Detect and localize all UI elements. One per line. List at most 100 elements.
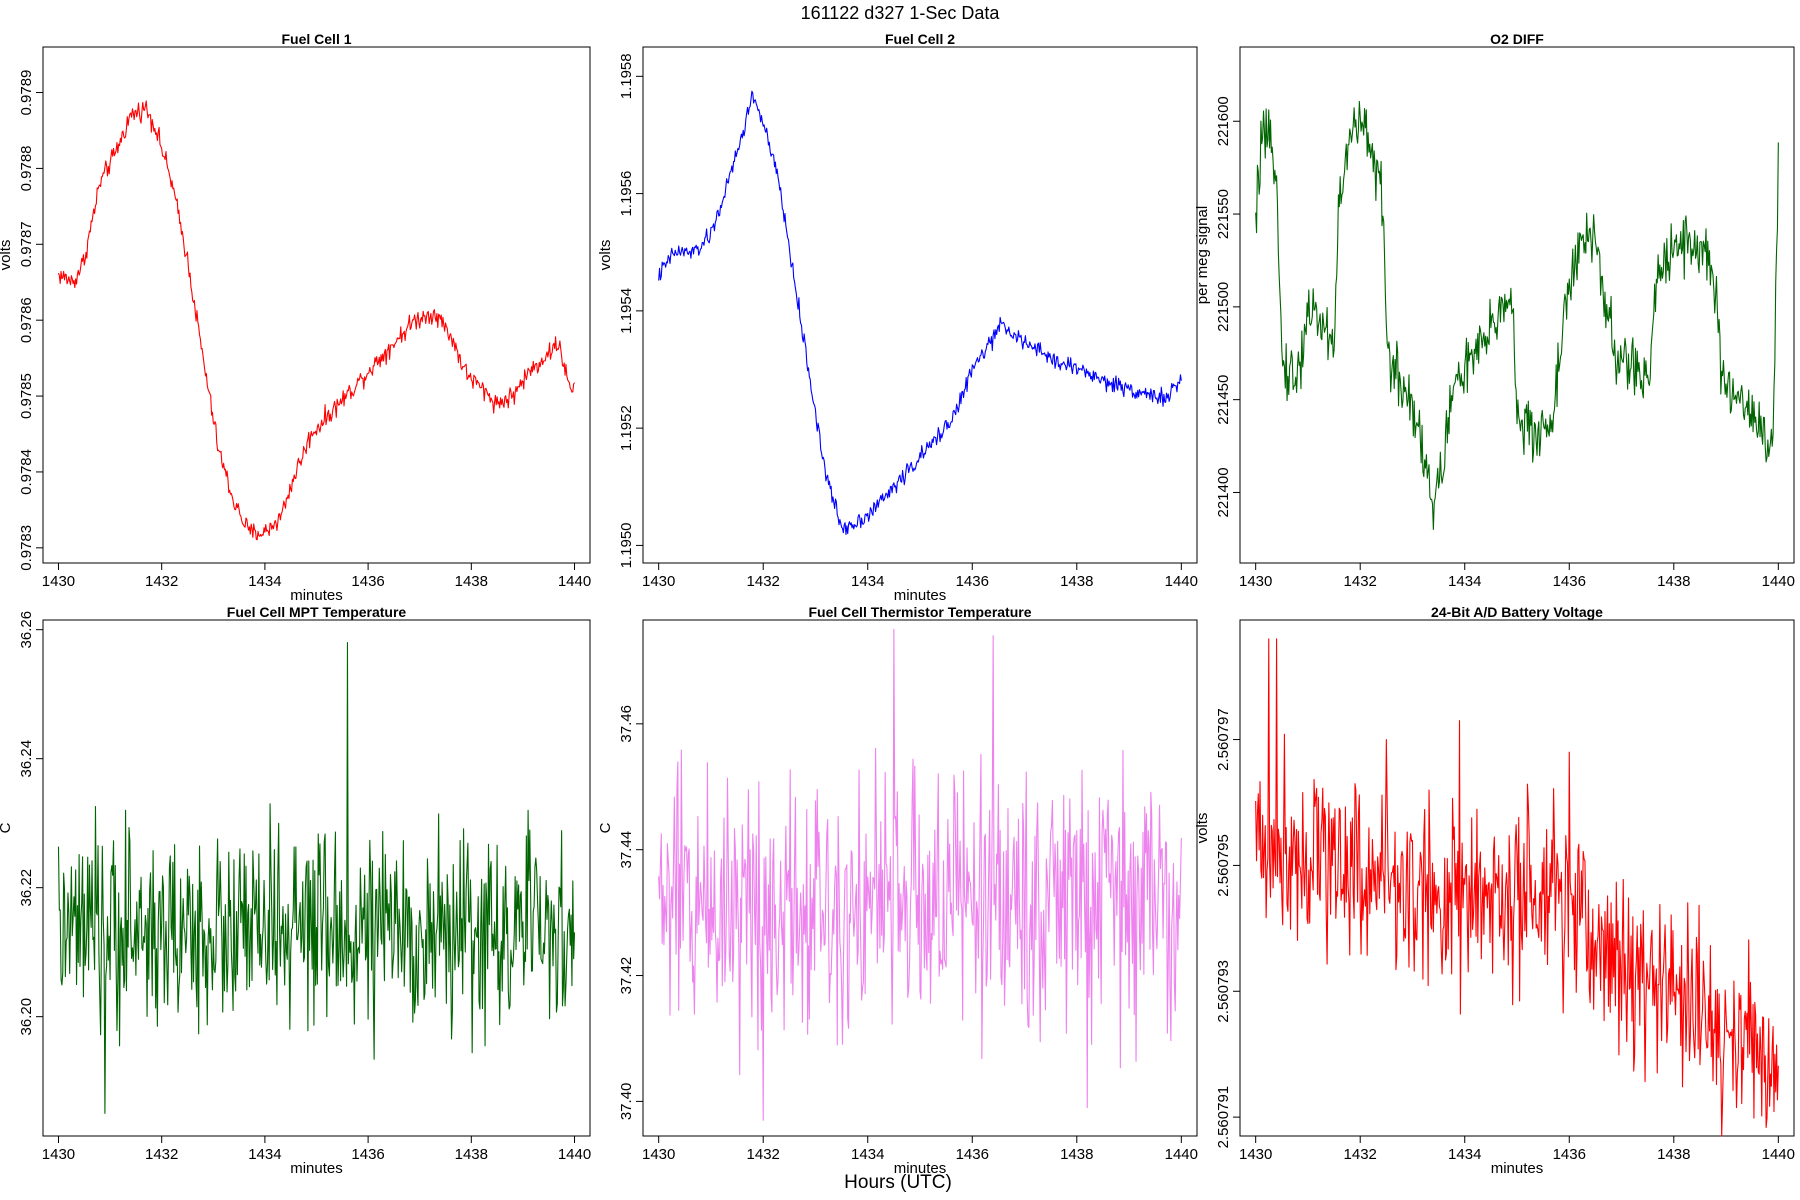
y-tick-label: 221450	[1215, 375, 1232, 425]
x-tick-label: 1430	[42, 573, 75, 590]
y-tick-label: 37.46	[618, 705, 635, 743]
y-tick-label: 0.9787	[18, 221, 35, 267]
x-tick-label: 1436	[956, 573, 989, 590]
x-tick-label: 1434	[1448, 573, 1481, 590]
x-tick-label: 1434	[851, 573, 884, 590]
x-tick-label: 1434	[248, 1146, 281, 1163]
y-tick-label: 36.26	[18, 611, 35, 649]
panel-title: Fuel Cell 1	[281, 31, 351, 47]
y-tick-label: 0.9786	[18, 297, 35, 343]
x-tick-label: 1438	[1060, 1146, 1093, 1163]
x-tick-label: 1440	[558, 1146, 591, 1163]
y-tick-label: 1.1958	[618, 53, 635, 99]
chart-panels: Fuel Cell 1 1430 1432 1434 1436 1438 1440 minut…	[0, 31, 1795, 1177]
y-tick-label: 221500	[1215, 282, 1232, 332]
figure-bottom-label: Hours (UTC)	[844, 1172, 952, 1193]
y-tick-label: 1.1956	[618, 171, 635, 217]
x-tick-label: 1430	[642, 1146, 675, 1163]
plot-frame	[642, 46, 1198, 564]
x-tick-label: 1438	[1657, 1146, 1690, 1163]
y-tick-label: 2.560793	[1215, 960, 1232, 1023]
x-axis-label: minutes	[290, 1160, 343, 1177]
x-tick-label: 1438	[1060, 573, 1093, 590]
x-tick-label: 1438	[455, 573, 488, 590]
x-tick-label: 1430	[42, 1146, 75, 1163]
x-tick-label: 1434	[851, 1146, 884, 1163]
chart-panel-6: 24-Bit A/D Battery Voltage 1430 1432 1434 14…	[1194, 604, 1795, 1177]
y-tick-label: 36.24	[18, 740, 35, 778]
chart-panel-3: O2 DIFF 1430 1432 1434 1436 1438 1440 221400 221…	[1194, 31, 1795, 590]
y-axis-label: C	[597, 822, 614, 833]
x-tick-label: 1434	[1448, 1146, 1481, 1163]
plot-frame	[1239, 46, 1795, 564]
x-tick-label: 1430	[1239, 573, 1272, 590]
series-line	[57, 100, 575, 541]
y-tick-label: 0.9784	[18, 449, 35, 495]
panel-title: O2 DIFF	[1490, 31, 1544, 47]
series-line	[57, 642, 576, 1114]
panel-title: Fuel Cell MPT Temperature	[227, 604, 407, 620]
y-tick-label: 2.560791	[1215, 1086, 1232, 1149]
x-tick-label: 1440	[1762, 1146, 1795, 1163]
x-tick-label: 1430	[642, 573, 675, 590]
x-tick-label: 1440	[1165, 573, 1198, 590]
y-tick-label: 2.560795	[1215, 834, 1232, 897]
x-tick-label: 1436	[1553, 573, 1586, 590]
x-tick-label: 1432	[747, 573, 780, 590]
x-axis-label: minutes	[290, 587, 343, 604]
x-axis-label: minutes	[894, 587, 947, 604]
x-tick-label: 1436	[351, 573, 384, 590]
y-axis-label: volts	[597, 240, 614, 271]
x-tick-label: 1434	[248, 573, 281, 590]
y-axis-label: volts	[1194, 813, 1211, 844]
y-axis-label: per meg signal	[1194, 206, 1211, 304]
x-tick-label: 1432	[145, 573, 178, 590]
y-tick-label: 221550	[1215, 189, 1232, 239]
y-tick-label: 37.42	[618, 957, 635, 995]
y-tick-label: 36.20	[18, 998, 35, 1036]
y-tick-label: 0.9785	[18, 373, 35, 419]
panel-title: 24-Bit A/D Battery Voltage	[1431, 604, 1603, 620]
x-tick-label: 1436	[956, 1146, 989, 1163]
x-tick-label: 1432	[747, 1146, 780, 1163]
y-tick-label: 37.40	[618, 1083, 635, 1121]
y-tick-label: 1.1952	[618, 405, 635, 451]
chart-panel-2: Fuel Cell 2 1430 1432 1434 1436 1438 1440 minut…	[597, 31, 1198, 604]
plot-frame	[42, 46, 591, 564]
chart-panel-4: Fuel Cell MPT Temperature 1430 1432 1434 143…	[0, 604, 591, 1177]
plot-frame	[642, 619, 1198, 1137]
x-tick-label: 1440	[1762, 573, 1795, 590]
x-tick-label: 1436	[1553, 1146, 1586, 1163]
panel-title: Fuel Cell 2	[885, 31, 955, 47]
y-tick-label: 0.9789	[18, 70, 35, 116]
series-line	[658, 628, 1182, 1121]
y-tick-label: 37.44	[618, 831, 635, 869]
x-tick-label: 1430	[1239, 1146, 1272, 1163]
series-line	[1255, 100, 1779, 531]
figure-suptitle: 161122 d327 1-Sec Data	[801, 3, 1001, 23]
x-tick-label: 1440	[558, 573, 591, 590]
y-tick-label: 221400	[1215, 467, 1232, 517]
plot-frame	[1239, 619, 1795, 1137]
y-tick-label: 0.9788	[18, 145, 35, 191]
panel-title: Fuel Cell Thermistor Temperature	[808, 604, 1031, 620]
y-tick-label: 0.9783	[18, 525, 35, 571]
y-tick-label: 36.22	[18, 869, 35, 907]
x-tick-label: 1432	[145, 1146, 178, 1163]
x-tick-label: 1440	[1165, 1146, 1198, 1163]
y-axis-label: C	[0, 822, 14, 833]
x-tick-label: 1436	[351, 1146, 384, 1163]
y-tick-label: 221600	[1215, 96, 1232, 146]
y-tick-label: 1.1954	[618, 288, 635, 334]
x-tick-label: 1432	[1344, 573, 1377, 590]
chart-panel-5: Fuel Cell Thermistor Temperature 1430 1432…	[597, 604, 1198, 1177]
y-tick-label: 2.560797	[1215, 708, 1232, 771]
x-axis-label: minutes	[1491, 1160, 1544, 1177]
plot-frame	[42, 619, 591, 1137]
y-tick-label: 1.1950	[618, 522, 635, 568]
x-tick-label: 1438	[455, 1146, 488, 1163]
x-tick-label: 1438	[1657, 573, 1690, 590]
series-line	[658, 90, 1182, 536]
x-axis-label: minutes	[894, 1160, 947, 1177]
